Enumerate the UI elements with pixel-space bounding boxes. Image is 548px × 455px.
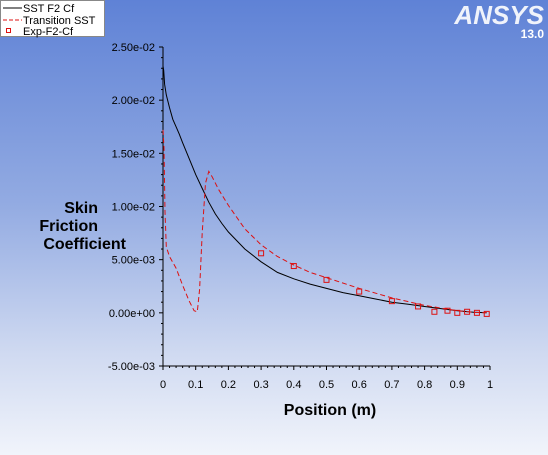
- x-tick-label: 0.3: [253, 379, 268, 391]
- data-point: [356, 288, 363, 295]
- legend-label-exp: Exp-F2-Cf: [23, 26, 74, 38]
- data-point: [258, 250, 265, 257]
- legend-label-sst-f2: SST F2 Cf: [23, 3, 75, 15]
- x-tick-label: 0.5: [319, 379, 334, 391]
- data-point: [483, 310, 490, 317]
- y-tick-label: -5.00e-03: [108, 361, 155, 373]
- x-tick-label: 0.6: [352, 379, 367, 391]
- series-exp-markers: [258, 250, 490, 317]
- y-tick-label: 5.00e-03: [112, 255, 155, 267]
- legend-swatch-marker: [6, 28, 11, 33]
- x-tick-label: 0.8: [417, 379, 432, 391]
- data-point: [473, 309, 480, 316]
- x-tick-label: 0.2: [221, 379, 236, 391]
- data-point: [415, 303, 422, 310]
- y-tick-label: 2.00e-02: [112, 95, 155, 107]
- y-tick-label: 2.50e-02: [112, 42, 155, 54]
- x-ticks: 0 0.1 0.2 0.3 0.4 0.5 0.6 0.7 0.8 0.9 1: [160, 366, 493, 391]
- axes: [162, 47, 490, 367]
- plot-area: [162, 66, 490, 317]
- data-point: [454, 309, 461, 316]
- x-axis-title: Position (m): [284, 402, 376, 419]
- series-sst-f2-line: [162, 66, 487, 314]
- legend-entry-transition-sst: Transition SST: [3, 15, 96, 27]
- legend-entry-exp: Exp-F2-Cf: [6, 26, 74, 38]
- data-point: [464, 308, 471, 315]
- y-axis-title-line-1: Skin: [64, 200, 98, 217]
- y-tick-label: 1.50e-02: [112, 148, 155, 160]
- data-point: [388, 298, 395, 305]
- y-tick-label: 1.00e-02: [112, 202, 155, 214]
- ansys-logo: ANSYS 13.0: [453, 0, 544, 41]
- data-point: [290, 263, 297, 270]
- y-axis-title-line-2: Friction: [39, 218, 98, 235]
- data-point: [431, 308, 438, 315]
- series-transition-sst-line: [162, 129, 487, 314]
- x-tick-label: 0.7: [384, 379, 399, 391]
- logo-version: 13.0: [521, 27, 545, 41]
- logo-brand: ANSYS: [453, 0, 544, 30]
- y-tick-label: 0.00e+00: [109, 308, 155, 320]
- y-ticks: -5.00e-03 0.00e+00 5.00e-03 1.00e-02 1.50e-0…: [108, 42, 163, 373]
- x-tick-label: 1: [487, 379, 493, 391]
- x-tick-label: 0.1: [188, 379, 203, 391]
- legend-label-transition-sst: Transition SST: [23, 15, 96, 27]
- legend-entry-sst-f2: SST F2 Cf: [3, 3, 75, 15]
- x-tick-label: 0.4: [286, 379, 301, 391]
- x-tick-label: 0: [160, 379, 166, 391]
- y-axis-title-line-3: Coefficient: [43, 236, 126, 253]
- legend-box: [0, 0, 105, 37]
- data-point: [323, 276, 330, 283]
- data-point: [444, 307, 451, 314]
- x-tick-label: 0.9: [450, 379, 465, 391]
- legend: SST F2 Cf Transition SST Exp-F2-Cf: [0, 0, 105, 38]
- y-axis-title: Skin Friction Coefficient: [39, 200, 126, 253]
